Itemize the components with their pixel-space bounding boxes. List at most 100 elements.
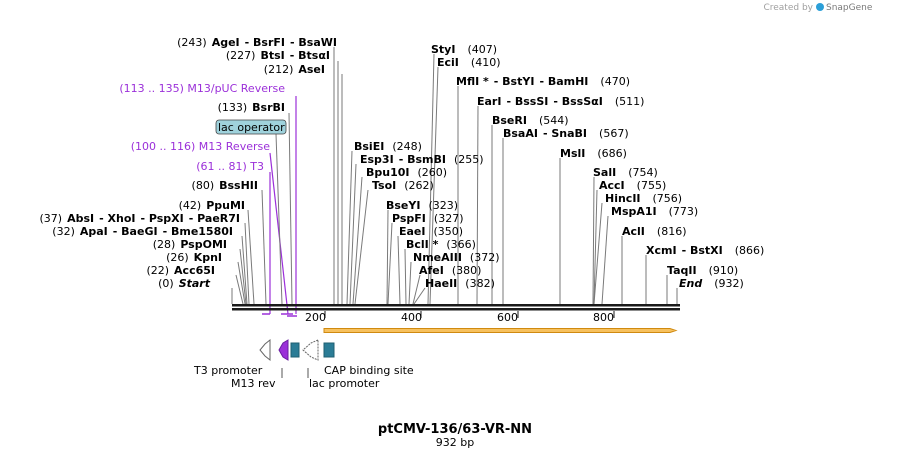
primer-label-t3[interactable]: (61 .. 81) T3 xyxy=(196,160,264,173)
tick-label-800: 800 xyxy=(593,311,614,324)
site-label-bsrbi[interactable]: (133) BsrBI xyxy=(218,101,285,114)
site-label-agei[interactable]: (243) AgeI - BsrFI - BsaWI xyxy=(177,36,337,49)
connector-bsshii xyxy=(261,189,267,305)
site-label-start[interactable]: (0) Start xyxy=(158,277,211,290)
connector-eaei xyxy=(397,235,401,305)
site-label-nmeaiii[interactable]: NmeAIII (372) xyxy=(413,251,500,264)
site-label-sali[interactable]: SalI (754) xyxy=(593,166,658,179)
site-label-bsiei[interactable]: BsiEI (248) xyxy=(354,140,422,153)
site-label-mfli[interactable]: MflI * - BstYI - BamHI (470) xyxy=(456,75,630,88)
backbone-bottom-strand xyxy=(232,308,680,311)
site-label-bseri[interactable]: BseRI (544) xyxy=(492,114,569,127)
site-label-xcmi[interactable]: XcmI - BstXI (866) xyxy=(646,244,764,257)
connector-bsiei xyxy=(346,150,353,305)
feature-label-lac-promoter: lac promoter xyxy=(309,377,380,390)
site-label-asei[interactable]: (212) AseI xyxy=(264,63,325,76)
connector-haeii xyxy=(413,287,426,305)
backbone-top-strand xyxy=(232,304,680,307)
primer-label-m13-puc-reverse[interactable]: (113 .. 135) M13/pUC Reverse xyxy=(119,82,285,95)
sequence-backbone[interactable] xyxy=(232,304,680,311)
site-label-eaei[interactable]: EaeI (350) xyxy=(399,225,463,238)
connector-tsoi xyxy=(354,189,369,305)
left-site-labels[interactable]: (243) AgeI - BsrFI - BsaWI (227) BtsI - BtsαI… xyxy=(39,36,337,290)
connector-sali xyxy=(592,176,595,305)
tick-label-600: 600 xyxy=(497,311,518,324)
features-track[interactable] xyxy=(259,338,335,362)
snapgene-logo-icon xyxy=(816,3,824,11)
site-label-eari[interactable]: EarI - BssSI - BssSαI (511) xyxy=(477,95,644,108)
connector-pspfi xyxy=(387,222,393,305)
connector-hincii xyxy=(593,202,603,305)
site-label-hincii[interactable]: HincII (756) xyxy=(605,192,682,205)
site-label-bseyi[interactable]: BseYI (323) xyxy=(386,199,458,212)
connector-ecii xyxy=(429,66,439,305)
site-label-mspa1i[interactable]: MspA1I (773) xyxy=(611,205,698,218)
site-label-acc65i[interactable]: (22) Acc65I xyxy=(146,264,215,277)
connector-bpu10i xyxy=(352,176,363,305)
lac-operator-connector xyxy=(275,133,283,305)
primer-arrows[interactable] xyxy=(262,313,297,317)
scale-ticks xyxy=(324,311,615,318)
site-label-haeii[interactable]: HaeII (382) xyxy=(425,277,495,290)
orf-arrow xyxy=(323,328,678,333)
site-label-taqii[interactable]: TaqII (910) xyxy=(667,264,738,277)
connector-pspomi xyxy=(239,248,247,305)
site-label-afei[interactable]: AfeI (380) xyxy=(419,264,481,277)
site-label-bpu10i[interactable]: Bpu10I (260) xyxy=(366,166,447,179)
feature-label-m13-rev: M13 rev xyxy=(231,377,276,390)
connector-afei xyxy=(412,274,421,305)
site-label-btsi[interactable]: (227) BtsI - BtsαI xyxy=(226,49,330,62)
connector-nmeaiii xyxy=(408,261,412,305)
site-label-tsoi[interactable]: TsoI (262) xyxy=(372,179,434,192)
connector-bcli xyxy=(404,248,407,305)
feature-label-t3-promoter: T3 promoter xyxy=(193,364,263,377)
connector-mspa1i xyxy=(601,215,609,305)
connector-acc65i xyxy=(235,274,244,305)
right-site-labels[interactable]: StyI (407) EciI (410) MflI * - BstYI - BamHI… xyxy=(431,43,764,290)
connector-eari xyxy=(476,105,479,305)
connector-acci xyxy=(593,189,598,305)
credit-prefix: Created by xyxy=(763,3,813,13)
lac-operator-label-text: lac operator xyxy=(218,121,285,134)
site-label-pspomi[interactable]: (28) PspOMI xyxy=(153,238,227,251)
orf-feature[interactable] xyxy=(323,328,678,333)
lac-operator-label-box xyxy=(215,119,287,135)
lac-promoter-feature[interactable] xyxy=(302,339,319,361)
site-label-msli[interactable]: MslI (686) xyxy=(560,147,627,160)
connector-absi xyxy=(244,222,250,305)
site-label-apai[interactable]: (32) ApaI - BaeGI - Bme1580I xyxy=(52,225,233,238)
site-label-end[interactable]: End (932) xyxy=(679,277,744,290)
connector-styi xyxy=(427,53,435,305)
connector-bsrbi xyxy=(288,112,293,305)
t3-promoter-feature[interactable] xyxy=(259,338,271,362)
connector-esp3i xyxy=(349,163,357,305)
site-label-bsshii[interactable]: (80) BssHII xyxy=(192,179,258,192)
primer-label-m13-reverse[interactable]: (100 .. 116) M13 Reverse xyxy=(131,140,270,153)
site-label-pspfi[interactable]: PspFI (327) xyxy=(392,212,464,225)
site-label-absi[interactable]: (37) AbsI - XhoI - PspXI - PaeR7I xyxy=(39,212,240,225)
site-label-acci[interactable]: AccI (755) xyxy=(599,179,666,192)
tick-label-200: 200 xyxy=(305,311,326,324)
site-label-ppumi[interactable]: (42) PpuMI xyxy=(179,199,245,212)
lac-operator-label[interactable]: lac operator xyxy=(215,119,287,135)
site-label-styi[interactable]: StyI (407) xyxy=(431,43,497,56)
map-title: ptCMV-136/63-VR-NN xyxy=(378,422,532,437)
connector-bseyi xyxy=(386,209,389,305)
feature-label-cap-binding-site: CAP binding site xyxy=(324,364,414,377)
site-label-kpni[interactable]: (26) KpnI xyxy=(166,251,222,264)
mid-site-labels[interactable]: BsiEI (248) Esp3I - BsmBI (255) Bpu10I (260)… xyxy=(354,140,500,290)
site-label-esp3i[interactable]: Esp3I - BsmBI (255) xyxy=(360,153,484,166)
site-label-bsaai[interactable]: BsaAI - SnaBI (567) xyxy=(503,127,629,140)
site-label-bcli[interactable]: BclI * (366) xyxy=(406,238,476,251)
snapgene-credit[interactable]: Created by SnapGene xyxy=(763,3,873,13)
lac-operator-feature[interactable] xyxy=(290,342,300,358)
feature-label-connectors xyxy=(281,368,309,378)
connector-apai xyxy=(241,235,248,305)
m13-rev-feature[interactable] xyxy=(278,339,289,361)
credit-brand: SnapGene xyxy=(826,3,873,13)
site-label-ecii[interactable]: EciI (410) xyxy=(437,56,501,69)
tick-label-400: 400 xyxy=(401,311,422,324)
site-label-acli[interactable]: AclI (816) xyxy=(622,225,687,238)
cap-binding-site-feature[interactable] xyxy=(323,342,335,358)
